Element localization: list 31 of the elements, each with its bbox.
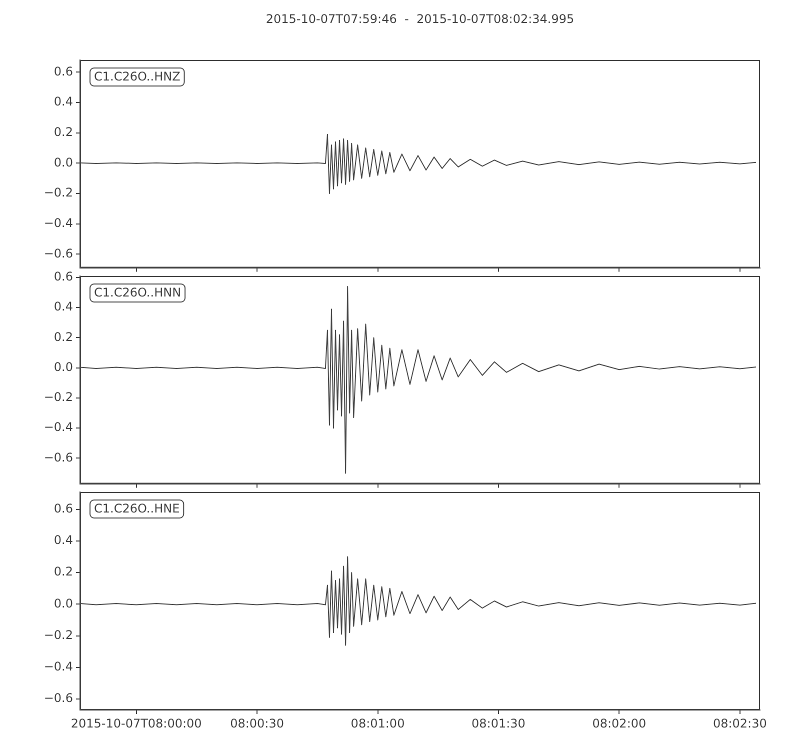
x-tick-label: 08:01:00 xyxy=(350,716,405,730)
y-tick-label: −0.6 xyxy=(44,246,73,260)
text: C1.C26O..HNN xyxy=(94,286,182,300)
y-tick-label: −0.2 xyxy=(44,628,73,642)
y-tick-label: 0.6 xyxy=(54,502,73,516)
x-tick-label: 08:02:00 xyxy=(592,716,646,730)
y-tick-label: 0.0 xyxy=(54,596,73,610)
chart-title: 2015-10-07T07:59:46 - 2015-10-07T08:02:34.995 xyxy=(266,12,574,26)
x-tick-label: 2015-10-07T08:00:00 xyxy=(70,716,202,730)
y-tick-label: −0.6 xyxy=(44,450,73,464)
x-tick-label: 08:00:30 xyxy=(230,716,284,730)
y-tick-label: −0.2 xyxy=(44,390,73,404)
y-tick-label: 0.4 xyxy=(54,533,73,548)
y-tick-label: 0.0 xyxy=(54,155,73,170)
y-tick-label: 0.4 xyxy=(54,300,73,314)
y-tick-label: 0.6 xyxy=(54,64,73,78)
y-tick-label: 0.2 xyxy=(54,330,73,344)
y-tick-label: −0.4 xyxy=(44,659,73,674)
y-tick-label: 0.0 xyxy=(54,360,73,374)
x-tick-label: 08:02:30 xyxy=(712,716,767,730)
y-tick-label: 0.4 xyxy=(54,94,73,109)
text: C1.C26O..HNE xyxy=(94,502,180,516)
y-tick-label: 0.2 xyxy=(54,124,73,139)
y-tick-label: −0.4 xyxy=(44,420,73,434)
y-tick-label: −0.2 xyxy=(44,186,73,200)
y-tick-label: 0.2 xyxy=(54,564,73,579)
y-tick-label: −0.6 xyxy=(44,691,73,706)
y-tick-label: −0.4 xyxy=(44,216,73,230)
y-tick-label: 0.6 xyxy=(54,270,73,284)
x-tick-label: 08:01:30 xyxy=(472,716,526,730)
text: C1.C26O..HNZ xyxy=(94,70,180,84)
